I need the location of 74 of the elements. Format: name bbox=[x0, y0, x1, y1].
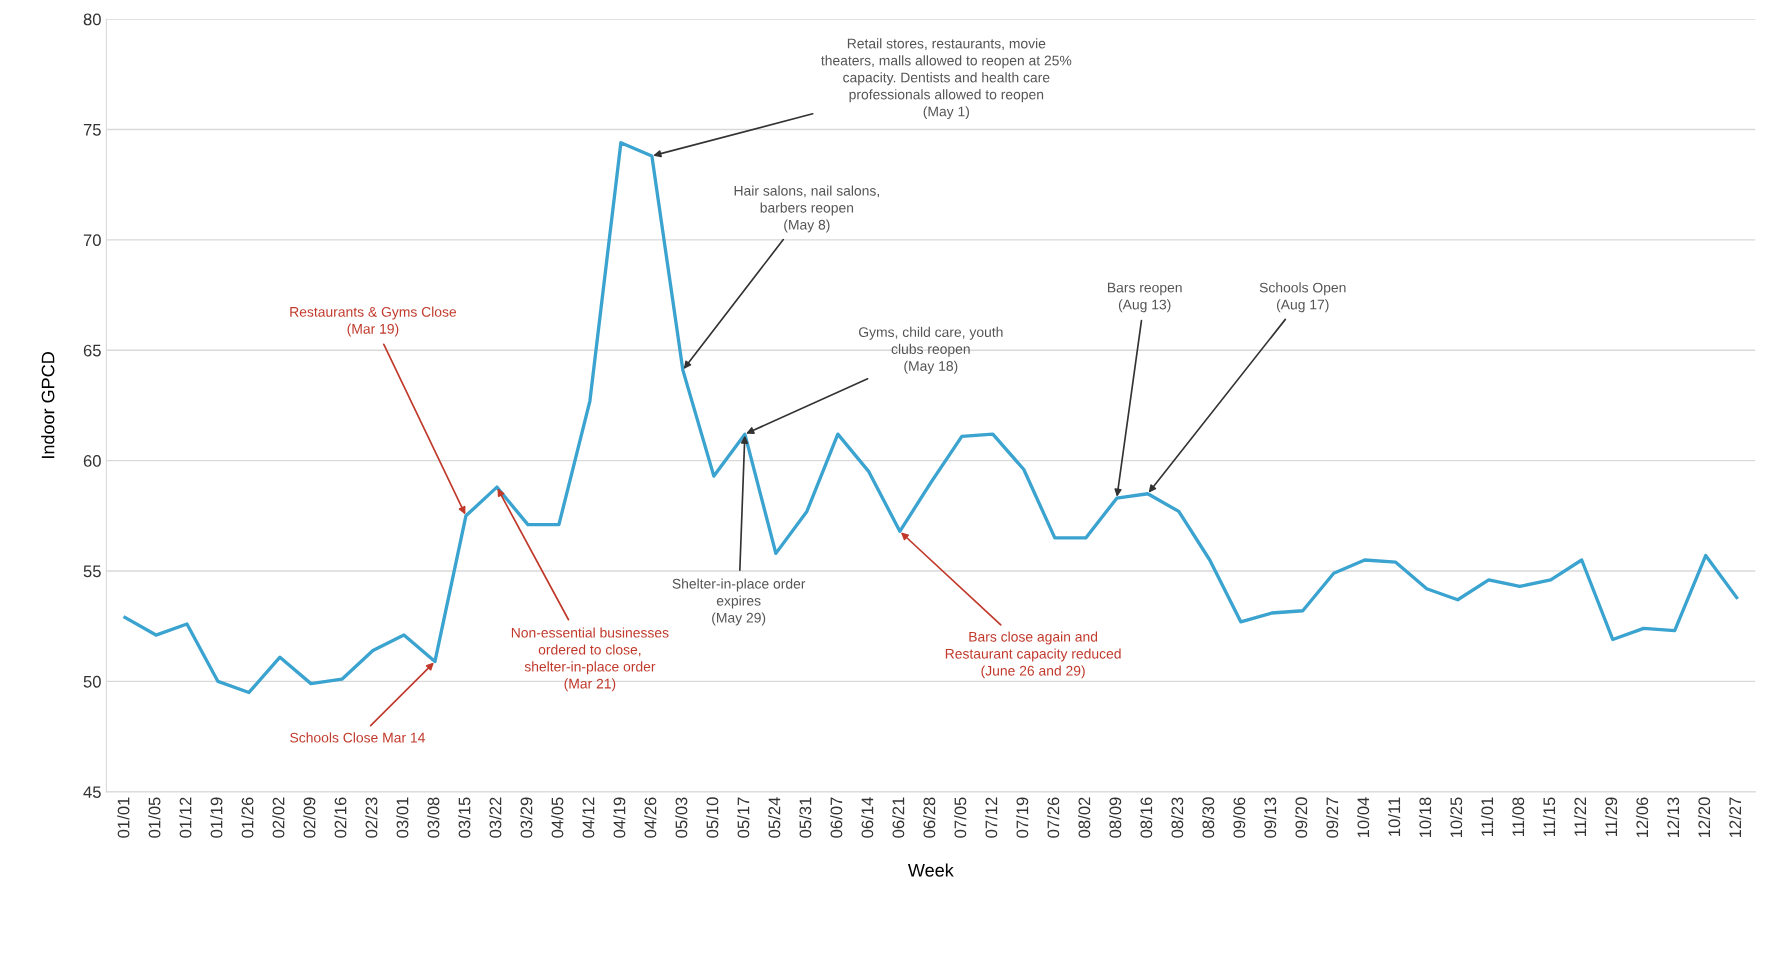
x-tick-label: 12/13 bbox=[1666, 797, 1680, 838]
annotation: Gyms, child care, youth clubs reopen (May 18) bbox=[858, 326, 1003, 374]
x-tick-label: 11/08 bbox=[1511, 797, 1525, 836]
x-tick-label: 10/11 bbox=[1387, 797, 1401, 836]
x-tick-label: 05/03 bbox=[675, 797, 688, 838]
x-tick-label: 02/09 bbox=[303, 797, 316, 838]
y-tick-label: 55 bbox=[83, 565, 101, 578]
x-tick-label: 12/27 bbox=[1728, 797, 1742, 838]
x-tick-label: 11/15 bbox=[1542, 797, 1556, 836]
x-tick-label: 07/26 bbox=[1047, 797, 1060, 838]
annotation: Retail stores, restaurants, movie theaters, malls allowed to reopen at 25% capacity. Dentists and health care professionals allowed to reopen (May 1) bbox=[821, 38, 1072, 120]
line-series bbox=[123, 141, 1739, 695]
annotation: Restaurants & Gyms Close (Mar 19) bbox=[290, 306, 457, 337]
x-tick-label: 12/20 bbox=[1697, 797, 1711, 838]
x-tick-label: 06/28 bbox=[923, 797, 936, 838]
x-tick-label: 09/27 bbox=[1325, 797, 1339, 838]
x-tick-label: 05/24 bbox=[768, 797, 781, 838]
x-tick-label: 12/06 bbox=[1635, 797, 1649, 838]
x-tick-label: 08/30 bbox=[1202, 797, 1215, 838]
x-tick-label: 01/26 bbox=[241, 797, 254, 838]
x-axis-title: Week bbox=[907, 863, 954, 877]
x-tick-label: 08/09 bbox=[1109, 797, 1122, 838]
x-tick-label: 10/25 bbox=[1449, 797, 1463, 838]
x-tick-label: 06/21 bbox=[892, 797, 905, 838]
annotation: Bars close again and Restaurant capacity reduced (June 26 and 29) bbox=[945, 631, 1121, 679]
y-tick-label: 50 bbox=[83, 675, 101, 688]
x-tick-label: 11/29 bbox=[1604, 797, 1618, 836]
x-tick-label: 01/19 bbox=[210, 797, 223, 838]
y-tick-label: 45 bbox=[83, 786, 101, 799]
y-tick-label: 65 bbox=[83, 344, 101, 357]
x-tick-label: 03/01 bbox=[396, 797, 409, 838]
annotation: Shelter-in-place order expires (May 29) bbox=[672, 578, 806, 626]
x-tick-label: 01/12 bbox=[179, 797, 192, 838]
x-tick-label: 05/10 bbox=[706, 797, 719, 838]
y-tick-label: 80 bbox=[83, 13, 101, 26]
x-tick-label: 11/01 bbox=[1480, 797, 1494, 836]
x-tick-label: 04/19 bbox=[613, 797, 626, 838]
x-tick-label: 09/20 bbox=[1294, 797, 1308, 838]
x-tick-label: 05/31 bbox=[799, 797, 812, 838]
annotation: Hair salons, nail salons, barbers reopen (May 8) bbox=[734, 185, 879, 233]
x-tick-label: 04/12 bbox=[582, 797, 595, 838]
x-tick-label: 03/22 bbox=[489, 797, 502, 838]
x-tick-label: 04/05 bbox=[551, 797, 564, 838]
y-tick-label: 70 bbox=[83, 234, 101, 247]
x-tick-label: 10/18 bbox=[1418, 797, 1432, 838]
x-tick-label: 03/29 bbox=[520, 797, 533, 838]
annotation: Schools Open (Aug 17) bbox=[1259, 282, 1346, 313]
x-tick-label: 03/08 bbox=[427, 797, 440, 838]
x-tick-label: 01/05 bbox=[148, 797, 161, 838]
x-tick-label: 06/07 bbox=[830, 797, 843, 838]
annotation: Schools Close Mar 14 bbox=[290, 732, 425, 743]
annotation: Non-essential businesses ordered to close, shelter-in-place order (Mar 21) bbox=[511, 627, 669, 692]
x-tick-label: 07/05 bbox=[954, 797, 967, 838]
x-tick-label: 06/14 bbox=[861, 797, 874, 838]
x-tick-label: 04/26 bbox=[644, 797, 657, 838]
x-tick-label: 02/23 bbox=[365, 797, 378, 838]
x-tick-label: 02/16 bbox=[334, 797, 347, 838]
x-tick-label: 07/12 bbox=[985, 797, 998, 838]
y-tick-label: 60 bbox=[83, 455, 101, 467]
x-tick-label: 03/15 bbox=[458, 797, 471, 838]
annotation: Bars reopen (Aug 13) bbox=[1108, 282, 1182, 313]
y-axis-title: Indoor GPCD bbox=[41, 352, 55, 458]
x-tick-label: 11/22 bbox=[1573, 797, 1587, 836]
x-tick-label: 02/02 bbox=[272, 797, 285, 838]
x-tick-label: 08/23 bbox=[1171, 797, 1184, 838]
x-tick-label: 01/01 bbox=[117, 797, 130, 838]
x-tick-label: 10/04 bbox=[1356, 797, 1370, 838]
x-tick-label: 05/17 bbox=[737, 797, 750, 838]
x-tick-label: 07/19 bbox=[1016, 797, 1029, 838]
x-tick-label: 08/02 bbox=[1078, 797, 1091, 838]
x-tick-label: 09/06 bbox=[1233, 797, 1246, 838]
x-tick-label: 08/16 bbox=[1140, 797, 1153, 838]
x-tick-label: 09/13 bbox=[1263, 797, 1277, 838]
y-tick-label: 75 bbox=[83, 124, 101, 136]
